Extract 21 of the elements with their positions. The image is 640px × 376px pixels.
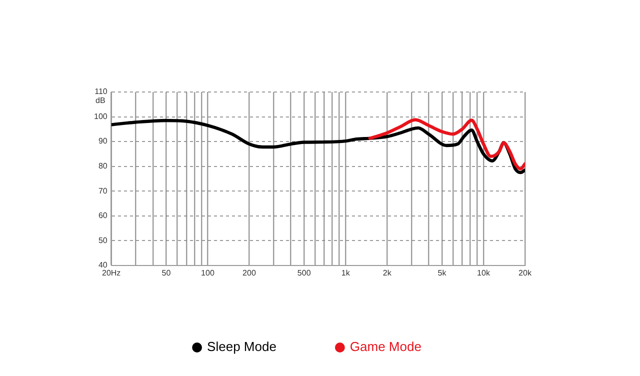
y-tick-label: 40 [98,260,108,270]
y-tick-label: 70 [98,186,108,196]
x-tick-label: 10k [477,268,491,278]
x-tick-label: 50 [162,268,172,278]
x-tick-label: 100 [201,268,215,278]
y-tick-label: 60 [98,211,108,220]
y-axis-title: dB [96,96,106,106]
x-tick-label: 2k [382,268,392,278]
x-tick-label: 5k [438,268,448,278]
x-tick-label: 200 [242,268,256,278]
y-tick-label: 100 [94,112,108,121]
x-tick-label: 500 [297,268,312,278]
y-tick-label: 110 [94,87,108,96]
legend-label: Sleep Mode [207,339,276,354]
y-tick-label: 90 [98,136,108,146]
x-tick-label: 1k [341,268,351,278]
y-tick-label: 80 [98,162,108,171]
x-tick-label: 20k [518,268,532,278]
x-tick-label: 20Hz [102,268,121,278]
y-tick-label: 50 [98,236,108,245]
legend-label: Game Mode [350,339,422,354]
